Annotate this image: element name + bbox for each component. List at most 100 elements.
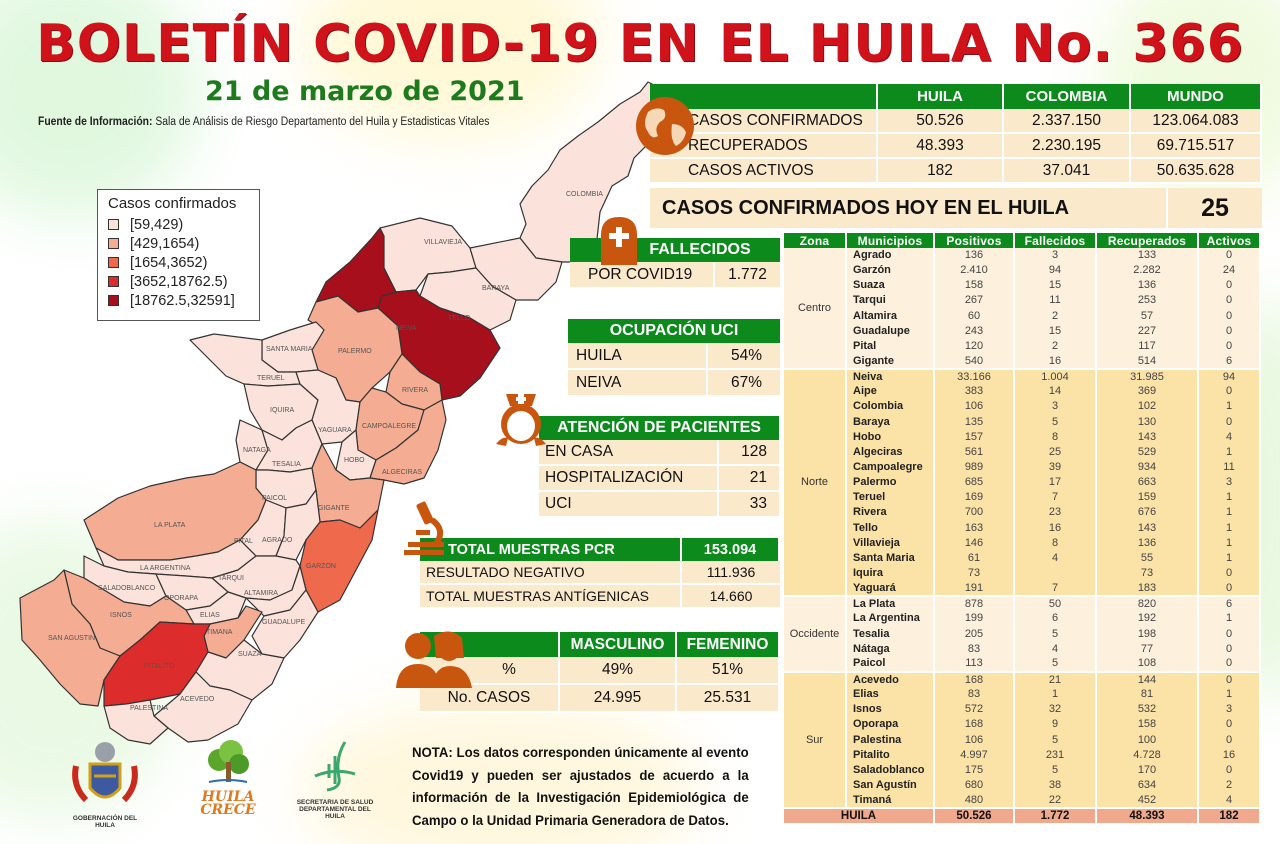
table-row: Tesalia 205 5 198 0 bbox=[784, 626, 1261, 642]
map-label: RIVERA bbox=[402, 387, 428, 394]
fallecidos-cell: 94 bbox=[1014, 263, 1097, 279]
uci-label: NEIVA bbox=[568, 370, 708, 395]
atencion-title: ATENCIÓN DE PACIENTES bbox=[539, 416, 779, 440]
fallecidos-cell: 3 bbox=[1014, 248, 1097, 264]
map-legend: Casos confirmados [59,429) [429,1654) [1… bbox=[97, 189, 260, 321]
municipio-name: Acevedo bbox=[846, 671, 935, 688]
gobernacion-text: GOBERNACIÓN DEL HUILA bbox=[72, 815, 138, 829]
activos-cell: 1 bbox=[1198, 399, 1261, 415]
fallecidos-title-text: FALLECIDOS bbox=[649, 241, 751, 258]
zona-label: Sur bbox=[784, 671, 847, 809]
pcr-value: 111.936 bbox=[706, 564, 756, 580]
legend-item: [18762.5,32591] bbox=[108, 291, 249, 310]
map-label: GARZON bbox=[306, 563, 336, 570]
positivos-cell: 163 bbox=[934, 520, 1015, 536]
table-row: Suaza 158 15 136 0 bbox=[784, 278, 1261, 294]
municipio-name: Neiva bbox=[846, 369, 935, 385]
activos-cell: 0 bbox=[1198, 338, 1261, 354]
table-row: Gigante 540 16 514 6 bbox=[784, 353, 1261, 370]
table-row: La Argentina 199 6 192 1 bbox=[784, 611, 1261, 627]
fallecidos-cell: 7 bbox=[1014, 490, 1097, 506]
municipio-name: La Plata bbox=[846, 596, 935, 612]
atencion-pacientes-box: ATENCIÓN DE PACIENTES EN CASA 128 HOSPITA… bbox=[539, 416, 779, 518]
fallecidos-cell: 5 bbox=[1014, 656, 1097, 672]
map-label: TESALIA bbox=[272, 461, 301, 468]
activos-cell: 0 bbox=[1198, 717, 1261, 733]
fallecidos-cell: 2 bbox=[1014, 338, 1097, 354]
fallecidos-cell: 21 bbox=[1014, 671, 1097, 688]
map-label: TERUEL bbox=[257, 375, 285, 382]
table-row: Pitalito 4.997 231 4.728 16 bbox=[784, 747, 1261, 763]
secretaria-logo: SECRETARIA DE SALUD DEPARTAMENTAL DEL HU… bbox=[290, 738, 380, 820]
positivos-cell: 136 bbox=[934, 248, 1015, 264]
zona-label: Occidente bbox=[784, 596, 847, 672]
positivos-cell: 267 bbox=[934, 293, 1015, 309]
municipio-name: Palestina bbox=[846, 732, 935, 748]
activos-cell: 11 bbox=[1198, 459, 1261, 476]
map-label: GUADALUPE bbox=[262, 619, 306, 626]
legend-label: [3652,18762.5) bbox=[130, 273, 228, 290]
bulletin-title: BOLETÍN COVID-19 EN EL HUILA No. 366 bbox=[36, 14, 1244, 74]
legend-item: [1654,3652) bbox=[108, 253, 249, 272]
huila-crece-text-1: HUILA bbox=[201, 789, 255, 805]
activos-cell: 16 bbox=[1198, 747, 1261, 763]
municipio-name: Palermo bbox=[846, 475, 935, 491]
recuperados-cell: 192 bbox=[1096, 611, 1199, 627]
pcr-row: RESULTADO NEGATIVO 111.936 bbox=[420, 561, 780, 585]
table-row: Centro Agrado 136 3 133 0 bbox=[784, 248, 1261, 370]
col-positivos: Positivos bbox=[934, 233, 1015, 248]
legend-swatch bbox=[108, 276, 119, 287]
recuperados-cell: 514 bbox=[1096, 353, 1199, 370]
table-row: Rivera 700 23 676 1 bbox=[784, 505, 1261, 521]
municipio-name: Colombia bbox=[846, 399, 935, 415]
municipio-name: Rivera bbox=[846, 505, 935, 521]
note-text: Los datos corresponden únicamente al eve… bbox=[412, 745, 749, 829]
map-label: ISNOS bbox=[110, 612, 132, 619]
positivos-cell: 106 bbox=[934, 732, 1015, 748]
recuperados-cell: 73 bbox=[1096, 565, 1199, 582]
activos-cell: 1 bbox=[1198, 550, 1261, 566]
sexo-header-masculino: MASCULINO bbox=[560, 632, 677, 657]
sexo-femenino: 51% bbox=[677, 657, 780, 683]
table-row: Occidente La Plata 878 50 820 6 bbox=[784, 596, 1261, 672]
positivos-cell: 33.166 bbox=[934, 369, 1015, 385]
huila-crece-text-2: CRECE bbox=[200, 802, 256, 818]
table-row: Campoalegre 989 39 934 11 bbox=[784, 459, 1261, 476]
activos-cell: 0 bbox=[1198, 308, 1261, 324]
source-text: Sala de Análisis de Riesgo Departamento … bbox=[152, 116, 490, 128]
recuperados-cell: 532 bbox=[1096, 702, 1199, 718]
recuperados-cell: 81 bbox=[1096, 687, 1199, 703]
table-row: Elias 83 1 81 1 bbox=[784, 687, 1261, 703]
uci-occupancy-box: OCUPACIÓN UCI HUILA 54% NEIVA 67% bbox=[568, 319, 780, 397]
fallecidos-cell: 16 bbox=[1014, 353, 1097, 370]
fallecidos-cell: 50 bbox=[1014, 596, 1097, 612]
legend-swatch bbox=[108, 257, 119, 268]
positivos-cell: 572 bbox=[934, 702, 1015, 718]
summary-row-confirmados: CASOS CONFIRMADOS 50.526 2.337.150 123.0… bbox=[650, 109, 1262, 134]
map-label: ACEVEDO bbox=[180, 696, 215, 703]
zona-label: Norte bbox=[784, 369, 847, 597]
summary-header-blank bbox=[650, 84, 878, 109]
activos-cell: 6 bbox=[1198, 596, 1261, 612]
table-row: Altamira 60 2 57 0 bbox=[784, 308, 1261, 324]
activos-cell: 0 bbox=[1198, 565, 1261, 582]
total-label: HUILA bbox=[784, 808, 935, 824]
recuperados-cell: 57 bbox=[1096, 308, 1199, 324]
table-row: Saladoblanco 175 5 170 0 bbox=[784, 762, 1261, 778]
table-row: Tarqui 267 11 253 0 bbox=[784, 293, 1261, 309]
fallecidos-cell: 11 bbox=[1014, 293, 1097, 309]
recuperados-cell: 100 bbox=[1096, 732, 1199, 748]
fallecidos-cell: 3 bbox=[1014, 399, 1097, 415]
legend-item: [3652,18762.5) bbox=[108, 272, 249, 291]
recuperados-cell: 143 bbox=[1096, 429, 1199, 445]
atencion-row: HOSPITALIZACIÓN 21 bbox=[539, 466, 779, 492]
tree-icon bbox=[208, 740, 249, 783]
value-huila: 182 bbox=[878, 159, 1004, 184]
positivos-cell: 383 bbox=[934, 384, 1015, 400]
recuperados-cell: 133 bbox=[1096, 248, 1199, 264]
fallecidos-cell: 7 bbox=[1014, 581, 1097, 597]
positivos-cell: 205 bbox=[934, 626, 1015, 642]
positivos-cell: 157 bbox=[934, 429, 1015, 445]
table-row: Pital 120 2 117 0 bbox=[784, 338, 1261, 354]
activos-cell: 3 bbox=[1198, 702, 1261, 718]
